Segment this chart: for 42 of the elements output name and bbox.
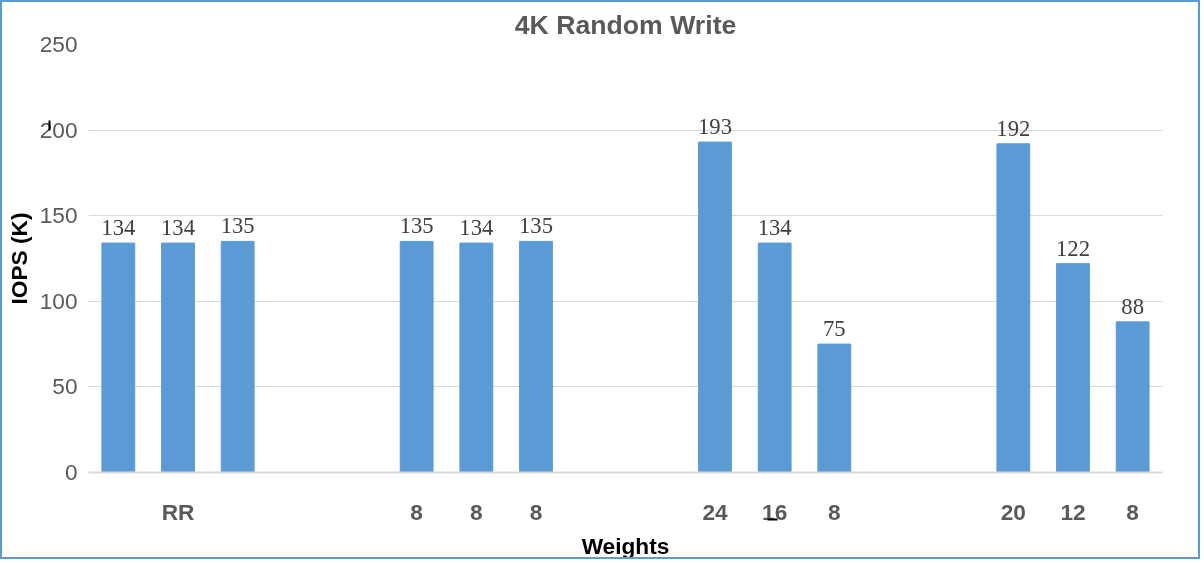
- data-label: 135: [519, 213, 553, 239]
- data-label: 135: [399, 213, 434, 239]
- bar: [519, 240, 553, 473]
- x-tick-label: 16: [762, 498, 788, 525]
- bar: [996, 143, 1031, 473]
- chart-title: 4K Random Write: [514, 9, 737, 40]
- x-tick-label: 12: [1060, 498, 1086, 525]
- bar: [101, 242, 136, 473]
- x-tick-label: RR: [161, 498, 195, 525]
- x-tick-label: 8: [828, 498, 841, 525]
- x-tick-label: 20: [1000, 498, 1026, 525]
- data-label: 134: [459, 215, 494, 241]
- bar: [817, 343, 852, 473]
- y-tick-label: 100: [39, 287, 78, 314]
- data-label: 134: [161, 215, 195, 241]
- x-tick-label: 8: [529, 498, 543, 525]
- bar: [399, 240, 434, 473]
- data-label: 135: [220, 213, 255, 239]
- data-label: 122: [1056, 235, 1090, 261]
- bar: [1115, 321, 1150, 473]
- data-label: 134: [757, 215, 792, 241]
- data-label: 193: [698, 114, 732, 140]
- x-tick-label: 24: [702, 498, 728, 525]
- bar: [698, 141, 732, 473]
- data-label: 88: [1121, 293, 1144, 319]
- data-label: 192: [996, 115, 1031, 141]
- y-tick-label: 250: [39, 31, 78, 57]
- bar: [1056, 263, 1090, 473]
- y-axis-title: IOPS (K): [5, 212, 32, 305]
- y-tick-label: 150: [39, 202, 78, 229]
- bar: [459, 242, 494, 473]
- x-tick-label: 8: [410, 498, 423, 525]
- bar: [161, 242, 195, 473]
- data-label: 75: [823, 316, 846, 342]
- x-tick-label: 8: [1126, 498, 1139, 525]
- y-tick-label: 50: [52, 373, 78, 400]
- y-tick-label: 200: [39, 116, 78, 143]
- bar: [220, 240, 255, 473]
- data-label: 134: [101, 215, 136, 241]
- y-tick-label: 0: [64, 459, 78, 485]
- bar: [757, 242, 792, 473]
- x-tick-label: 8: [470, 498, 483, 525]
